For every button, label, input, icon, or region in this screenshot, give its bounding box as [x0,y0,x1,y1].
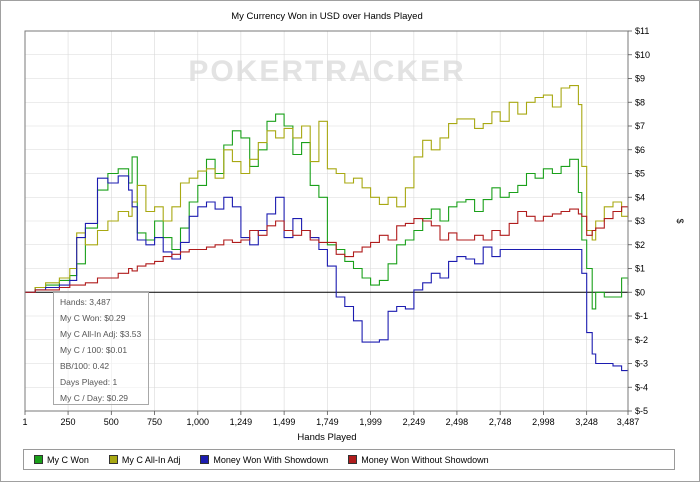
y-tick-label: $-2 [635,335,648,345]
x-tick-label: 3,248 [575,417,598,427]
series-line-my-c-all-in-adj [25,85,629,293]
y-tick-label: $3 [635,216,645,226]
x-tick-label: 3,487 [617,417,640,427]
x-tick-label: 500 [104,417,119,427]
legend-label: My C All-In Adj [121,454,181,465]
legend-item: My C Won [34,455,89,465]
y-axis-ticks: $-5 $-4 $-3 $-2 $-1 $0 $1 $2 $3 $4 $5 $6 $7 $8 $9 $10 $1… [628,26,650,416]
y-tick-label: $8 [635,97,645,107]
x-tick-label: 2,249 [403,417,426,427]
x-tick-label: 1,999 [359,417,382,427]
x-axis-label: Hands Played [297,432,356,443]
tooltip-per-day: My C / Day: $0.29 [60,393,129,403]
legend-swatch [200,455,210,464]
x-tick-label: 1 [22,417,27,427]
pokertracker-watermark: POKERTRACKER [188,55,465,88]
tooltip-days-played: Days Played: 1 [60,377,118,387]
y-tick-label: $7 [635,121,645,131]
tooltip-won: My C Won: $0.29 [60,313,126,323]
y-tick-label: $11 [635,26,649,36]
y-tick-label: $4 [635,192,645,202]
chart-legend: My C Won My C All-In Adj Money Won With Sh… [23,449,675,470]
series-lines [25,85,629,372]
legend-item: Money Won With Showdown [200,455,328,465]
y-axis-label: $ [675,218,685,223]
y-tick-label: $2 [635,240,645,250]
series-line-money-won-with-showdown [25,175,629,372]
x-tick-label: 1,499 [273,417,296,427]
y-tick-label: $5 [635,169,645,179]
y-tick-label: $6 [635,145,645,155]
legend-item: Money Won Without Showdown [348,454,489,465]
y-tick-label: $-5 [635,406,648,416]
y-tick-label: $0 [635,287,645,297]
legend-swatch [348,455,358,464]
stats-tooltip: Hands: 3,487 My C Won: $0.29 My C All-In… [53,291,149,405]
y-tick-label: $10 [635,50,650,60]
x-tick-label: 250 [61,417,76,427]
y-tick-label: $9 [635,74,645,84]
legend-label: Money Won With Showdown [213,454,329,465]
x-axis-ticks: 1 250 500 750 1,000 1,249 1,499 1,749 1,999 2,249… [22,411,639,427]
legend-label: Money Won Without Showdown [361,454,489,465]
tooltip-hands: Hands: 3,487 [60,297,111,307]
y-tick-label: $-4 [635,382,648,392]
x-tick-label: 2,998 [532,417,555,427]
x-tick-label: 1,000 [187,417,210,427]
legend-swatch [34,455,43,464]
chart-title: My Currency Won in USD over Hands Played [231,11,422,22]
x-tick-label: 2,498 [446,417,469,427]
tooltip-all-in-adj: My C All-In Adj: $3.53 [60,329,142,339]
y-tick-label: $-3 [635,359,648,369]
series-line-my-c-won [25,113,629,310]
x-tick-label: 1,749 [316,417,339,427]
legend-item: My C All-In Adj [108,454,181,465]
legend-label: My C Won [47,454,89,465]
x-tick-label: 750 [147,417,162,427]
tooltip-per-100: My C / 100: $0.01 [60,345,128,355]
tooltip-bb-100: BB/100: 0.42 [60,361,110,371]
series-line-money-won-without-showdown [25,206,629,293]
watermark-text: POKERTRACKER [188,55,465,88]
x-tick-label: 1,249 [230,417,253,427]
y-tick-label: $-1 [635,311,648,321]
legend-swatch [108,455,118,464]
x-tick-label: 2,748 [489,417,512,427]
y-tick-label: $1 [635,264,645,274]
